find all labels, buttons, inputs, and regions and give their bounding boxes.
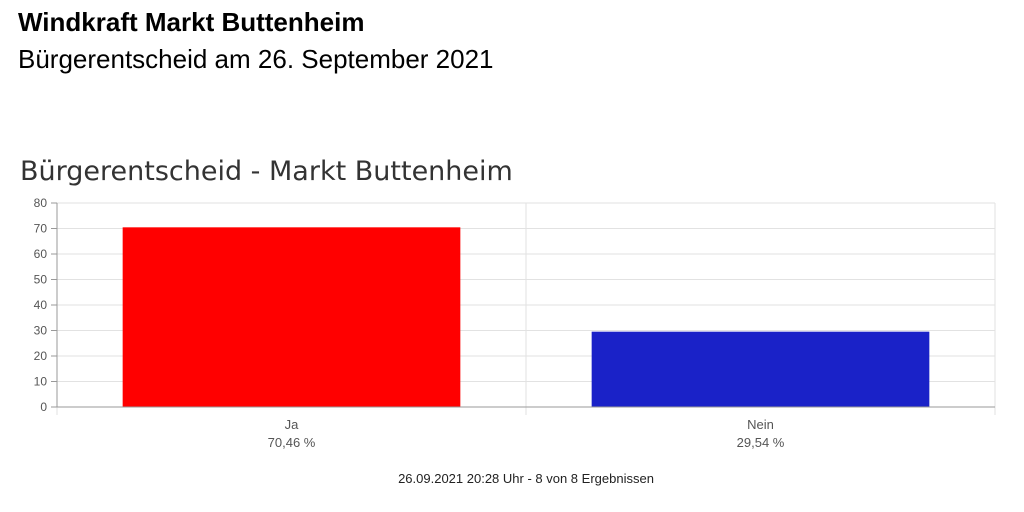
result-status: 26.09.2021 20:28 Uhr - 8 von 8 Ergebniss… <box>398 471 654 486</box>
bar-nein[interactable] <box>591 331 930 407</box>
page-title: Windkraft Markt Buttenheim <box>18 7 365 37</box>
y-tick-label: 0 <box>40 400 47 414</box>
x-value-label: 29,54 % <box>737 435 785 450</box>
x-category-label: Nein <box>747 417 774 432</box>
chart-bars <box>122 227 930 407</box>
y-tick-label: 30 <box>34 324 48 338</box>
y-tick-label: 20 <box>34 349 48 363</box>
page-subtitle: Bürgerentscheid am 26. September 2021 <box>18 44 494 74</box>
chart-title: Bürgerentscheid - Markt Buttenheim <box>20 156 513 187</box>
x-value-label: 70,46 % <box>268 435 316 450</box>
y-tick-label: 60 <box>34 247 48 261</box>
bar-ja[interactable] <box>122 227 461 407</box>
chart-labels: 0 10 20 30 40 50 60 70 80 Ja 70,46 % Nein 29,54 % <box>34 196 785 450</box>
chart-axes <box>51 202 995 408</box>
y-tick-label: 40 <box>34 298 48 312</box>
y-tick-label: 10 <box>34 375 48 389</box>
y-tick-label: 80 <box>34 196 48 210</box>
y-tick-label: 70 <box>34 222 48 236</box>
x-category-label: Ja <box>285 417 300 432</box>
y-tick-label: 50 <box>34 273 48 287</box>
